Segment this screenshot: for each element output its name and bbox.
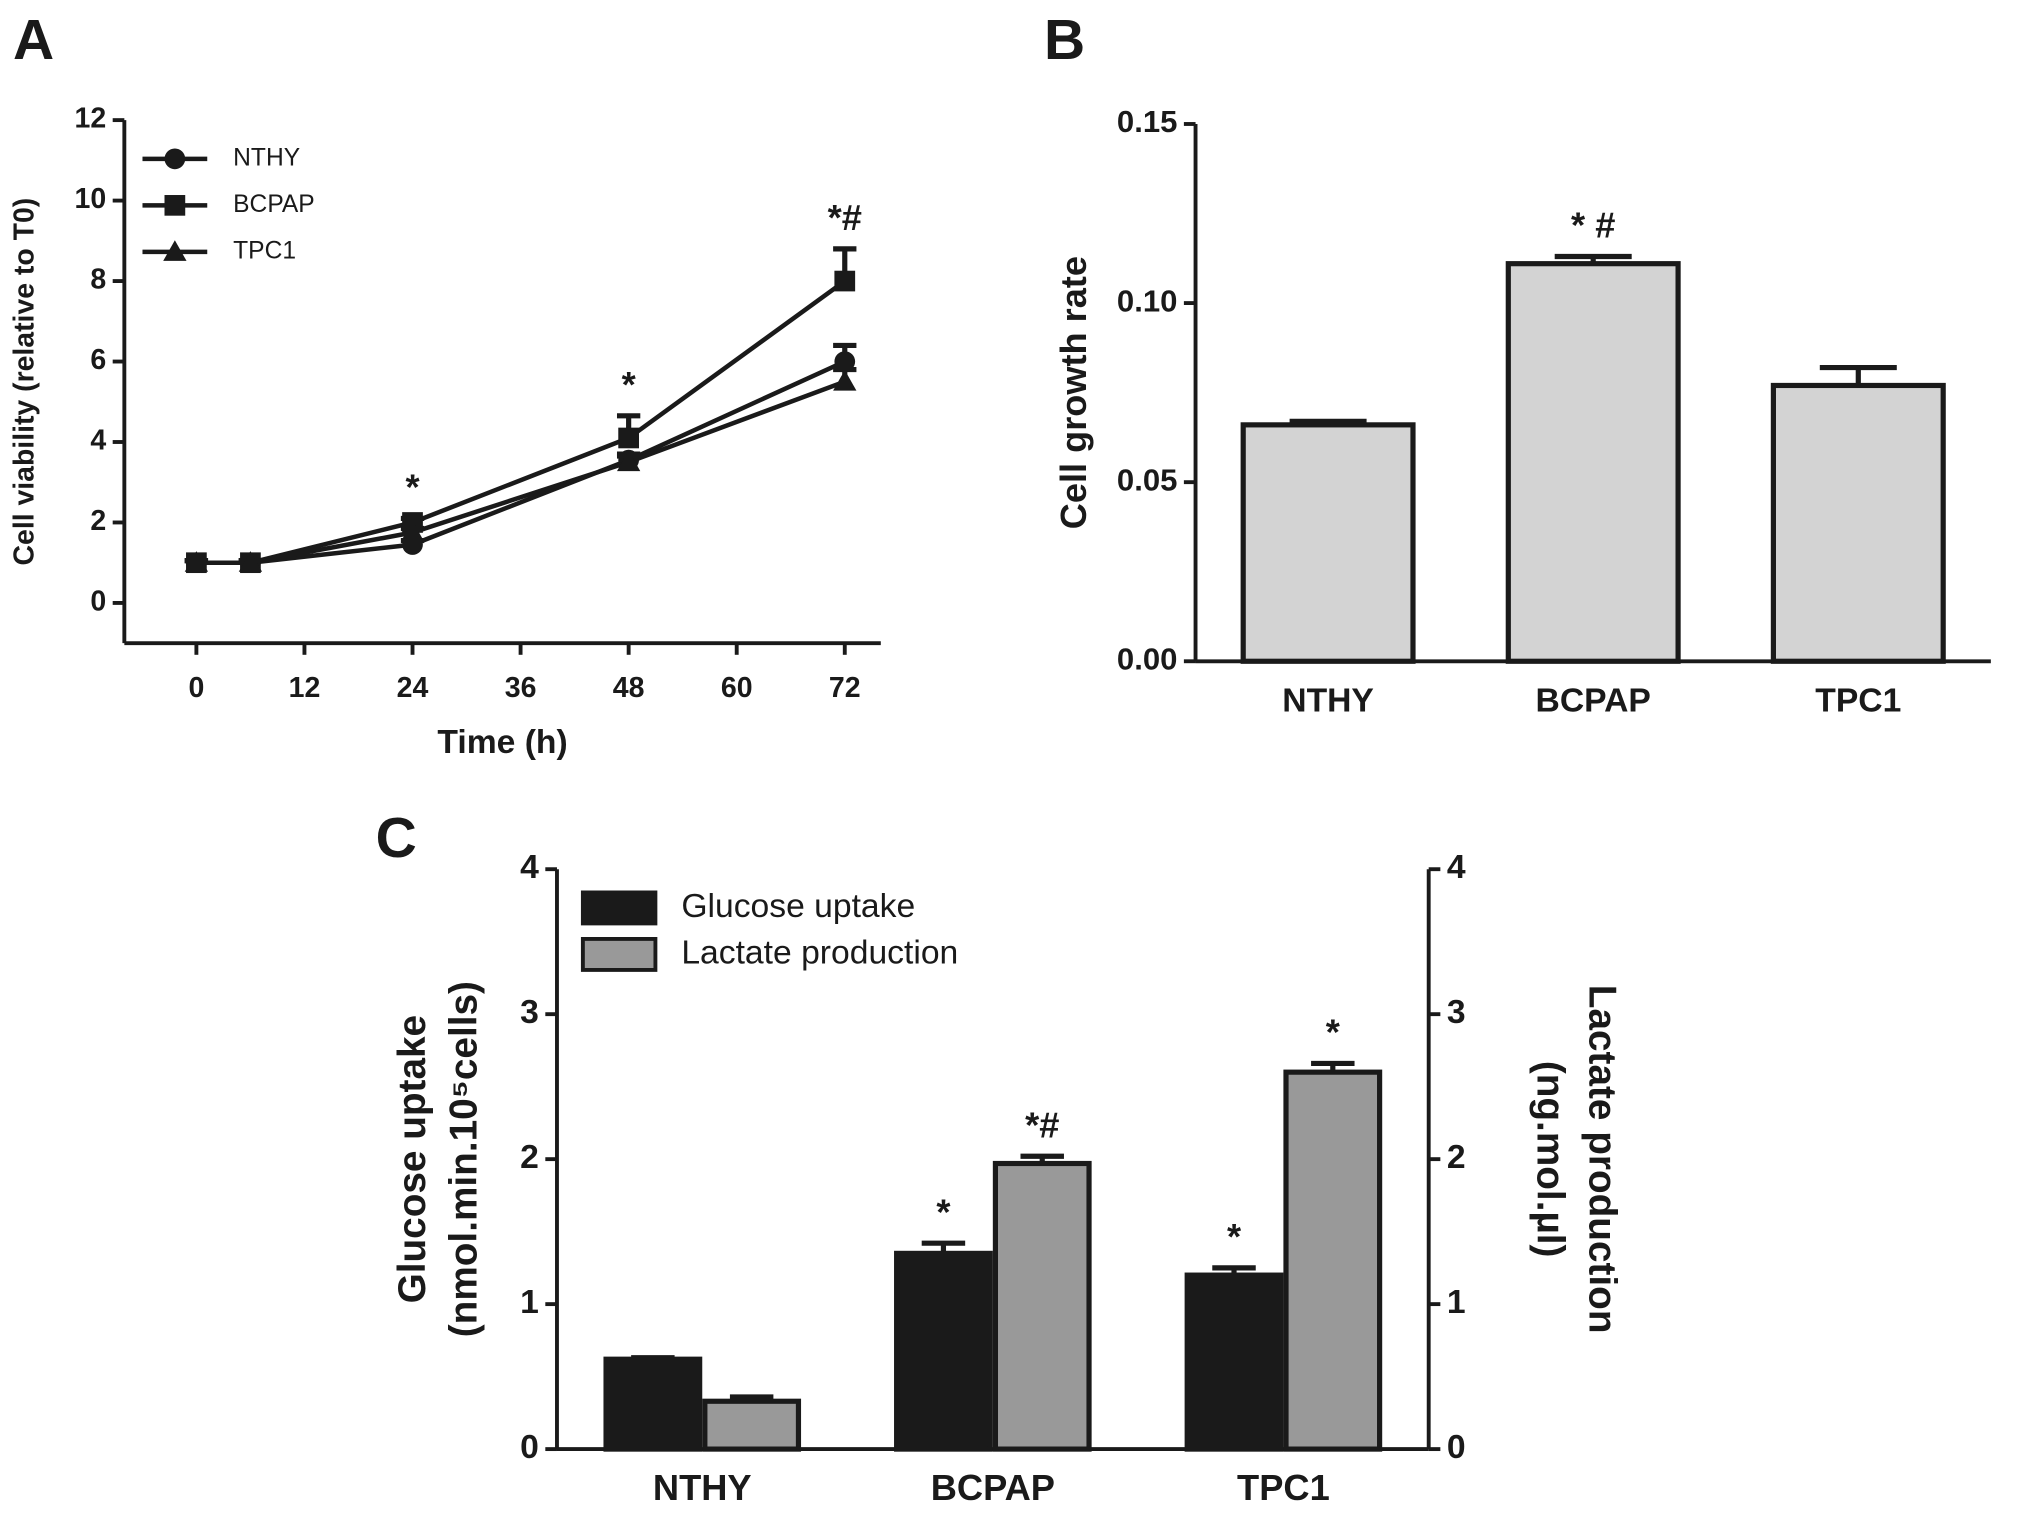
- y-tick-label: 0.00: [1117, 641, 1177, 676]
- series-line: [196, 279, 847, 565]
- y-axis-title: Cell growth rate: [1053, 256, 1094, 529]
- marker: [834, 270, 856, 292]
- x-tick-label: NTHY: [653, 1467, 752, 1508]
- y-tick-label: 4: [520, 849, 539, 886]
- error-bar: [1554, 253, 1632, 264]
- panel-label: C: [376, 806, 417, 870]
- annotation: *: [1227, 1216, 1242, 1257]
- marker: [184, 551, 209, 572]
- x-tick-label: 12: [289, 672, 321, 704]
- annotation: *#: [1025, 1104, 1059, 1145]
- bar: [1240, 422, 1416, 664]
- error-bar: [921, 1240, 966, 1254]
- bar: [894, 1250, 993, 1452]
- error-bar: [1289, 418, 1367, 425]
- y-tick-label: 0: [90, 585, 106, 617]
- x-tick-label: 0: [188, 672, 204, 704]
- legend-label: TPC1: [233, 237, 296, 264]
- x-axis-title: Time (h): [437, 724, 567, 761]
- error-bar: [1311, 1060, 1355, 1073]
- panel-label: B: [1044, 8, 1085, 72]
- error-bar: [729, 1394, 774, 1402]
- y-tick-label: 0.05: [1117, 462, 1177, 497]
- y2-axis-title: Lactate production: [1580, 985, 1623, 1334]
- marker: [616, 450, 641, 472]
- x-tick-label: 72: [829, 672, 861, 704]
- y-tick-label: 0.15: [1117, 104, 1177, 139]
- bar: [702, 1398, 802, 1452]
- y2-tick-label: 0: [1447, 1429, 1466, 1466]
- y-tick-label: 2: [90, 505, 106, 537]
- annotation: *: [622, 364, 637, 405]
- legend-swatch: [580, 937, 658, 972]
- bar: [992, 1160, 1092, 1452]
- y2-tick-label: 4: [1447, 849, 1466, 886]
- annotation: *: [936, 1191, 951, 1232]
- y-axis-title: Glucose uptake: [391, 1015, 434, 1304]
- x-tick-label: 36: [505, 672, 537, 704]
- legend-marker: [164, 148, 186, 170]
- error-bar: [1212, 1265, 1256, 1276]
- annotation: * #: [1571, 205, 1615, 246]
- marker: [400, 520, 425, 542]
- y2-tick-label: 1: [1447, 1284, 1466, 1321]
- legend-label: Glucose uptake: [681, 888, 915, 925]
- x-tick-label: 48: [613, 672, 645, 704]
- bar: [1770, 382, 1946, 664]
- y-axis-title: Cell viability (relative to T0): [8, 198, 40, 566]
- x-tick-label: TPC1: [1237, 1467, 1330, 1508]
- error-bar: [1020, 1153, 1064, 1164]
- legend-label: Lactate production: [681, 934, 958, 971]
- y2-tick-label: 3: [1447, 994, 1466, 1031]
- series-line: [196, 379, 846, 565]
- y-tick-label: 0.10: [1117, 283, 1177, 318]
- error-bar: [1819, 364, 1897, 386]
- marker: [833, 370, 857, 391]
- y-tick-label: 12: [75, 103, 107, 135]
- bar: [603, 1356, 703, 1452]
- y-tick-label: 3: [520, 994, 539, 1031]
- marker: [618, 427, 640, 449]
- x-tick-label: TPC1: [1815, 682, 1901, 719]
- x-tick-label: 60: [721, 672, 753, 704]
- y-tick-label: 6: [90, 344, 106, 376]
- y-tick-label: 1: [520, 1284, 539, 1321]
- error-bar: [631, 1355, 675, 1361]
- bar: [1505, 261, 1681, 664]
- annotation: *: [1326, 1012, 1341, 1053]
- series-line: [196, 359, 846, 565]
- bar: [1184, 1272, 1284, 1452]
- y-tick-label: 2: [520, 1139, 539, 1176]
- annotation: *: [405, 467, 420, 508]
- x-tick-label: BCPAP: [1536, 682, 1651, 719]
- legend-marker: [164, 195, 186, 216]
- marker: [238, 551, 263, 572]
- legend-marker: [163, 240, 187, 261]
- y2-tick-label: 2: [1447, 1139, 1466, 1176]
- y-tick-label: 0: [520, 1429, 539, 1466]
- annotation: *#: [828, 197, 862, 238]
- y-tick-label: 4: [90, 425, 106, 457]
- panel-label: A: [13, 8, 54, 72]
- y-tick-label: 10: [75, 183, 107, 215]
- x-tick-label: 24: [397, 672, 429, 704]
- legend-swatch: [580, 890, 658, 926]
- legend-label: BCPAP: [233, 191, 315, 218]
- y-axis-title: (nmol.min.10⁵cells): [443, 981, 486, 1337]
- x-tick-label: BCPAP: [931, 1467, 1055, 1508]
- x-tick-label: NTHY: [1282, 682, 1374, 719]
- bar: [1283, 1069, 1383, 1452]
- legend-label: NTHY: [233, 144, 300, 171]
- y-tick-label: 8: [90, 264, 106, 296]
- y2-axis-title: (ng.mol.µl): [1529, 1061, 1572, 1258]
- marker: [834, 351, 856, 372]
